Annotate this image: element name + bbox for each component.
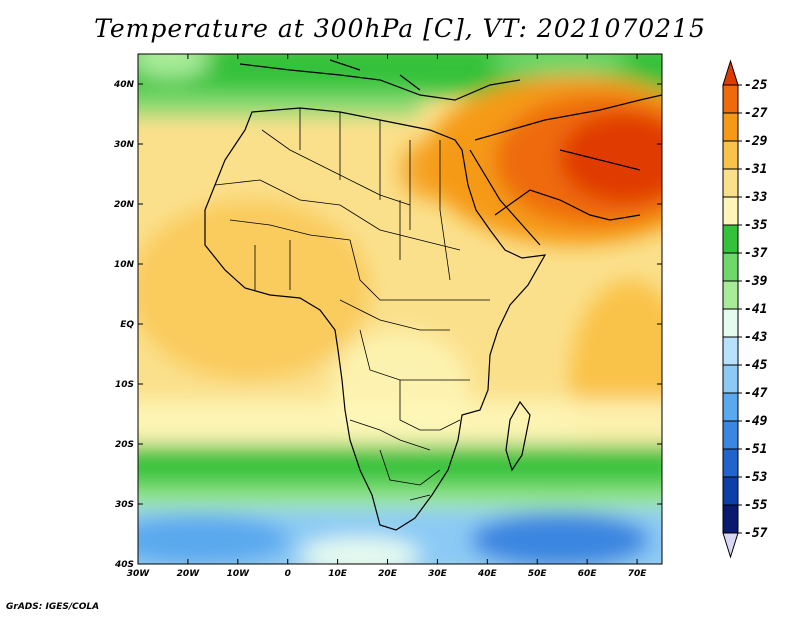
colorbar-swatch	[722, 504, 739, 534]
colorbar-swatch	[722, 420, 739, 450]
colorbar-label: -25	[744, 78, 768, 93]
colorbar-swatch	[722, 84, 739, 114]
colorbar-swatch	[722, 476, 739, 506]
colorbar-swatch	[722, 308, 739, 338]
colorbar-label: -55	[744, 498, 768, 513]
lon-tick-label: 10W	[227, 569, 251, 579]
colorbar-label: -29	[744, 134, 768, 149]
lat-tick-label: 10N	[114, 260, 135, 270]
colorbar-upper-arrow	[722, 59, 739, 86]
colorbar-label: -37	[744, 246, 768, 261]
lat-tick-label: 30S	[115, 500, 134, 510]
colorbar-label: -53	[744, 470, 768, 485]
lon-tick-label: 20W	[177, 569, 201, 579]
coastlines	[204, 59, 662, 531]
colorbar-label: -49	[744, 414, 768, 429]
colorbar-label: -57	[744, 526, 768, 541]
lon-tick-label: 30W	[127, 569, 151, 579]
colorbar-swatch	[722, 364, 739, 394]
colorbar-swatch	[722, 252, 739, 282]
colorbar-swatch	[722, 392, 739, 422]
colorbar-swatch	[722, 168, 739, 198]
lat-tick-label: 20N	[114, 200, 135, 210]
colorbar-lower-arrow	[722, 532, 739, 559]
lat-tick-label: 40N	[113, 80, 135, 90]
colorbar-swatch	[722, 196, 739, 226]
colorbar-label: -51	[744, 442, 767, 457]
country-borders	[214, 108, 490, 501]
colorbar-label: -27	[744, 106, 768, 121]
axis-ticks: 30W 20W 10W 0 10E 20E 30E 40E 50E 60E 70E 40N 30N 20N…	[113, 54, 662, 579]
colorbar-swatch	[722, 112, 739, 142]
lon-tick-label: 30E	[428, 569, 448, 579]
map-frame	[137, 53, 663, 565]
colorbar: -25 -27 -29 -31 -33 -35 -37 -39 -41 -43 -45 -47 -49 -…	[722, 59, 768, 559]
colorbar-swatch	[722, 448, 739, 478]
colorbar-label: -41	[744, 302, 767, 317]
lon-tick-label: 40E	[477, 569, 498, 579]
colorbar-label: -33	[744, 190, 768, 205]
lon-tick-label: 50E	[528, 569, 548, 579]
lon-tick-label: 10E	[328, 569, 348, 579]
lat-tick-label: EQ	[120, 320, 134, 330]
plot-title: Temperature at 300hPa [C], VT: 202107021…	[94, 14, 706, 43]
colorbar-label: -43	[744, 330, 768, 345]
colorbar-label: -47	[744, 386, 768, 401]
colorbar-label: -31	[744, 162, 767, 177]
colorbar-swatch	[722, 336, 739, 366]
temperature-field	[138, 54, 662, 564]
lat-tick-label: 10S	[115, 380, 134, 390]
lon-tick-label: 0	[285, 569, 291, 579]
colorbar-label: -35	[744, 218, 768, 233]
colorbar-label: -45	[744, 358, 768, 373]
colorbar-swatch	[722, 224, 739, 254]
colorbar-label: -39	[744, 274, 768, 289]
lat-tick-label: 20S	[115, 440, 134, 450]
lon-tick-label: 20E	[378, 569, 398, 579]
credit-label: GrADS: IGES/COLA	[6, 602, 100, 612]
lat-tick-label: 40S	[114, 560, 134, 570]
lat-tick-label: 30N	[114, 140, 135, 150]
colorbar-swatch	[722, 280, 739, 310]
lon-tick-label: 70E	[628, 569, 648, 579]
lon-tick-label: 60E	[578, 569, 598, 579]
colorbar-swatch	[722, 140, 739, 170]
